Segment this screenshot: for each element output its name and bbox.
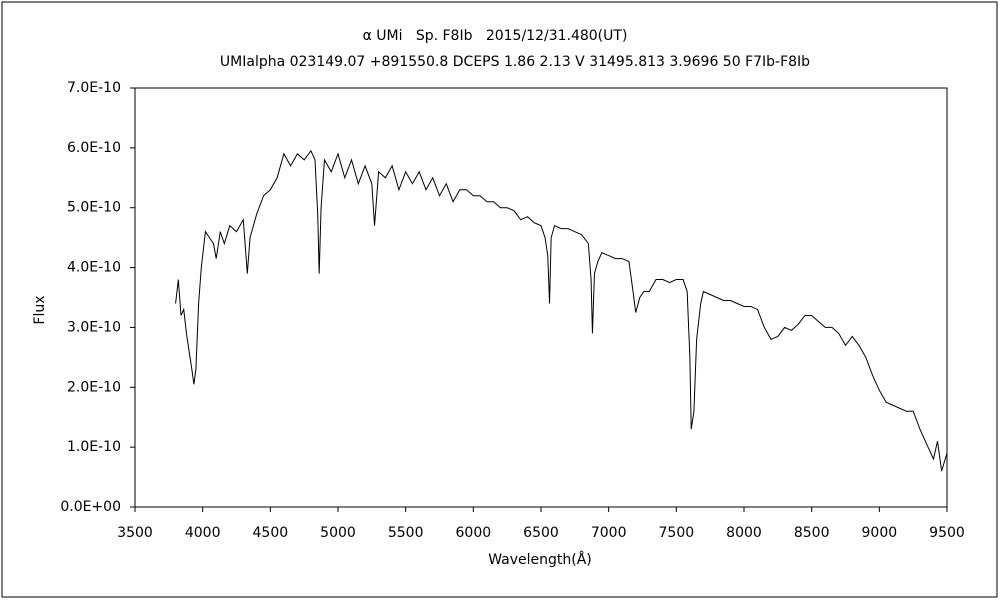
y-tick-label: 4.0E-10 xyxy=(67,260,121,276)
y-tick-label: 0.0E+00 xyxy=(60,499,121,515)
x-tick-label: 5000 xyxy=(320,525,356,541)
x-axis-label: Wavelength(Å) xyxy=(488,551,592,568)
chart-title: α UMi Sp. F8Ib 2015/12/31.480(UT) xyxy=(363,28,628,44)
x-tick-label: 3500 xyxy=(117,525,153,541)
x-tick-label: 8000 xyxy=(726,525,762,541)
y-tick-label: 3.0E-10 xyxy=(67,319,121,335)
x-tick-label: 9500 xyxy=(929,525,965,541)
y-tick-label: 1.0E-10 xyxy=(67,439,121,455)
x-tick-label: 4000 xyxy=(185,525,221,541)
x-tick-label: 6500 xyxy=(523,525,559,541)
y-tick-label: 6.0E-10 xyxy=(67,140,121,156)
spectrum-line xyxy=(175,149,948,472)
y-axis-label: Flux xyxy=(32,295,48,324)
x-tick-label: 6000 xyxy=(456,525,492,541)
x-tick-label: 8500 xyxy=(794,525,830,541)
chart-subtitle: UMIalpha 023149.07 +891550.8 DCEPS 1.86 … xyxy=(220,54,810,70)
y-tick-label: 5.0E-10 xyxy=(67,200,121,216)
y-tick-label: 7.0E-10 xyxy=(67,80,121,96)
x-tick-label: 9000 xyxy=(862,525,898,541)
x-tick-label: 4500 xyxy=(253,525,289,541)
x-tick-label: 7500 xyxy=(659,525,695,541)
x-tick-label: 5500 xyxy=(388,525,424,541)
x-tick-label: 7000 xyxy=(591,525,627,541)
y-tick-label: 2.0E-10 xyxy=(67,379,121,395)
